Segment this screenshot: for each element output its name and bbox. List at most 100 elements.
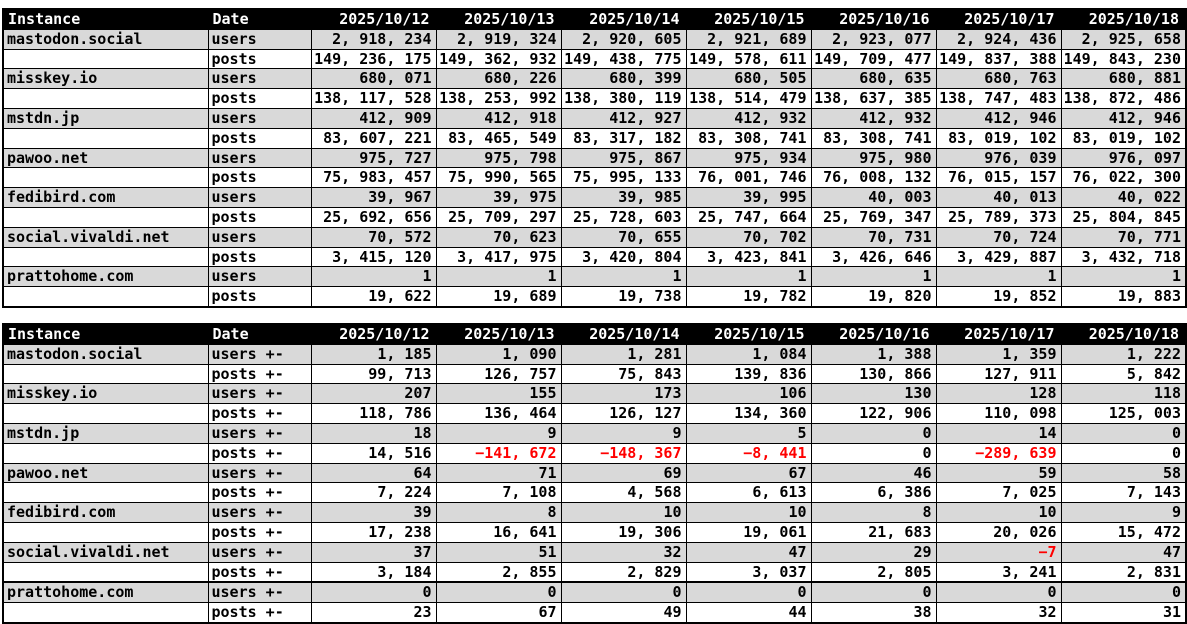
value-cell: 19, 782 bbox=[685, 286, 812, 308]
value-cell: 138, 514, 479 bbox=[685, 88, 812, 109]
value-cell: 83, 465, 549 bbox=[435, 127, 562, 149]
value-cell: 83, 308, 741 bbox=[685, 127, 812, 149]
value-cell: 1, 388 bbox=[810, 343, 937, 365]
table-row: posts 75, 983, 457 75, 990, 565 75, 995, 13… bbox=[2, 167, 1187, 189]
value-cell: 19, 306 bbox=[560, 521, 687, 543]
value-cell: 3, 423, 841 bbox=[685, 246, 812, 268]
date-column-header: Date bbox=[207, 323, 312, 345]
instance-name-cell bbox=[2, 286, 209, 308]
value-cell: 76, 008, 132 bbox=[810, 167, 937, 189]
value-cell: 5 bbox=[685, 422, 812, 444]
value-cell: 9 bbox=[435, 422, 562, 444]
table-row: posts +- 99, 713 126, 757 75, 843 139, 836 13… bbox=[2, 363, 1187, 385]
table-row: posts +- 3, 184 2, 855 2, 829 3, 037 2, 805 3,… bbox=[2, 561, 1187, 583]
value-cell: 412, 946 bbox=[1060, 107, 1187, 129]
value-cell: 149, 438, 775 bbox=[560, 48, 687, 70]
instance-name-cell: pawoo.net bbox=[2, 147, 209, 169]
metric-cell: users bbox=[207, 147, 312, 169]
table-row: mstdn.jp users 412, 909 412, 918 412, 927 412… bbox=[2, 107, 1187, 129]
date-header: 2025/10/17 bbox=[935, 323, 1062, 345]
value-cell: 16, 641 bbox=[435, 521, 562, 543]
value-cell: 0 bbox=[310, 581, 437, 604]
value-cell: 2, 918, 234 bbox=[310, 28, 437, 50]
value-cell: 19, 883 bbox=[1060, 286, 1187, 308]
value-cell: 1 bbox=[310, 266, 437, 288]
value-cell: 976, 039 bbox=[935, 147, 1062, 169]
metric-cell: users bbox=[207, 226, 312, 248]
instance-name-cell bbox=[2, 482, 209, 504]
value-cell: 149, 578, 611 bbox=[685, 48, 812, 70]
value-cell: −8, 441 bbox=[685, 442, 812, 464]
value-cell: 412, 932 bbox=[685, 107, 812, 129]
value-cell: −141, 672 bbox=[435, 442, 562, 464]
value-cell: 134, 360 bbox=[685, 403, 812, 424]
value-cell: 3, 037 bbox=[685, 561, 812, 583]
date-header: 2025/10/17 bbox=[935, 8, 1062, 30]
value-cell: 0 bbox=[560, 581, 687, 604]
value-cell: 19, 820 bbox=[810, 286, 937, 308]
value-cell: 149, 709, 477 bbox=[810, 48, 937, 70]
value-cell: 83, 308, 741 bbox=[810, 127, 937, 149]
value-cell: 680, 071 bbox=[310, 68, 437, 90]
value-cell: 975, 934 bbox=[685, 147, 812, 169]
value-cell: 3, 420, 804 bbox=[560, 246, 687, 268]
instance-name-cell bbox=[2, 561, 209, 583]
value-cell: 1 bbox=[435, 266, 562, 288]
value-cell: 0 bbox=[435, 581, 562, 604]
value-cell: 173 bbox=[560, 383, 687, 405]
date-column-header: Date bbox=[207, 8, 312, 30]
value-cell: 19, 689 bbox=[435, 286, 562, 308]
value-cell: 10 bbox=[560, 502, 687, 523]
instance-name-cell bbox=[2, 88, 209, 109]
table-row: posts 25, 692, 656 25, 709, 297 25, 728, 60… bbox=[2, 206, 1187, 228]
value-cell: 7, 108 bbox=[435, 482, 562, 504]
value-cell: 138, 253, 992 bbox=[435, 88, 562, 109]
metric-cell: posts bbox=[207, 246, 312, 268]
value-cell: 75, 843 bbox=[560, 363, 687, 385]
value-cell: 0 bbox=[1060, 422, 1187, 444]
value-cell: 21, 683 bbox=[810, 521, 937, 543]
value-cell: 25, 709, 297 bbox=[435, 206, 562, 228]
value-cell: 6, 613 bbox=[685, 482, 812, 504]
table-row: posts +- 17, 238 16, 641 19, 306 19, 061 21, … bbox=[2, 521, 1187, 543]
instance-name-cell: fedibird.com bbox=[2, 187, 209, 208]
table-row: fedibird.com users 39, 967 39, 975 39, 985 39… bbox=[2, 187, 1187, 208]
value-cell: 976, 097 bbox=[1060, 147, 1187, 169]
value-cell: 25, 769, 347 bbox=[810, 206, 937, 228]
value-cell: 1 bbox=[1060, 266, 1187, 288]
metric-cell: users bbox=[207, 266, 312, 288]
instance-name-cell: misskey.io bbox=[2, 383, 209, 405]
value-cell: 3, 417, 975 bbox=[435, 246, 562, 268]
value-cell: 15, 472 bbox=[1060, 521, 1187, 543]
value-cell: 7, 143 bbox=[1060, 482, 1187, 504]
metric-cell: users +- bbox=[207, 462, 312, 484]
instance-name-cell: mastodon.social bbox=[2, 28, 209, 50]
value-cell: 130, 866 bbox=[810, 363, 937, 385]
value-cell: 31 bbox=[1060, 602, 1187, 624]
value-cell: 70, 623 bbox=[435, 226, 562, 248]
value-cell: 25, 692, 656 bbox=[310, 206, 437, 228]
value-cell: 3, 432, 718 bbox=[1060, 246, 1187, 268]
table-row: posts +- 14, 516 −141, 672 −148, 367 −8, 441… bbox=[2, 442, 1187, 464]
value-cell: 9 bbox=[1060, 502, 1187, 523]
value-cell: 2, 805 bbox=[810, 561, 937, 583]
value-cell: 49 bbox=[560, 602, 687, 624]
value-cell: 76, 001, 746 bbox=[685, 167, 812, 189]
metric-cell: posts bbox=[207, 206, 312, 228]
value-cell: 155 bbox=[435, 383, 562, 405]
value-cell: 1, 185 bbox=[310, 343, 437, 365]
value-cell: 70, 655 bbox=[560, 226, 687, 248]
table-row: posts 138, 117, 528 138, 253, 992 138, 380,… bbox=[2, 88, 1187, 109]
value-cell: 39, 995 bbox=[685, 187, 812, 208]
date-header: 2025/10/18 bbox=[1060, 323, 1187, 345]
value-cell: 32 bbox=[935, 602, 1062, 624]
metric-cell: users bbox=[207, 68, 312, 90]
instance-name-cell bbox=[2, 602, 209, 624]
instance-name-cell bbox=[2, 246, 209, 268]
metric-cell: posts bbox=[207, 286, 312, 308]
value-cell: 19, 622 bbox=[310, 286, 437, 308]
value-cell: 0 bbox=[810, 422, 937, 444]
value-cell: 3, 184 bbox=[310, 561, 437, 583]
value-cell: 3, 415, 120 bbox=[310, 246, 437, 268]
value-cell: 1 bbox=[935, 266, 1062, 288]
